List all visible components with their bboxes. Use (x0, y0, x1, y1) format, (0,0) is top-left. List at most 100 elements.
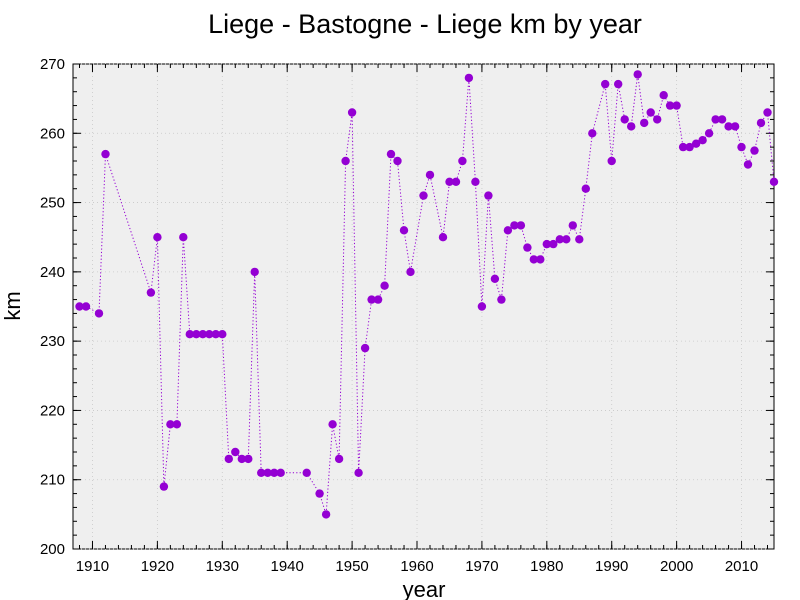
y-tick-label: 200 (40, 541, 65, 558)
y-tick-label: 240 (40, 264, 65, 281)
data-point (614, 79, 623, 89)
data-point (399, 226, 409, 235)
data-point (633, 70, 642, 79)
data-point (341, 156, 350, 166)
data-point (425, 170, 435, 180)
axis-ticks (73, 63, 774, 550)
data-point (257, 468, 266, 477)
data-point (724, 122, 733, 131)
x-tick-label: 1970 (465, 558, 498, 575)
data-point (198, 330, 207, 339)
y-tick-label: 260 (40, 125, 65, 142)
data-point (523, 243, 532, 252)
data-point (101, 149, 110, 159)
data-point (588, 129, 597, 138)
data-point (490, 274, 500, 283)
data-point (386, 149, 396, 159)
data-point (672, 101, 681, 110)
data-point (627, 122, 636, 131)
data-point (244, 454, 253, 464)
grid-lines (73, 63, 774, 550)
data-point (750, 146, 759, 155)
chart-title: Liege - Bastogne - Liege km by year (208, 9, 642, 39)
data-point (218, 330, 227, 339)
data-point (438, 233, 448, 242)
data-point (263, 468, 272, 477)
data-point (510, 221, 519, 230)
data-point (380, 281, 389, 290)
y-tick-label: 220 (40, 402, 65, 419)
data-point (743, 160, 753, 169)
x-tick-label: 1960 (400, 558, 433, 575)
data-point (562, 235, 571, 244)
data-point (471, 177, 480, 186)
data-point (769, 177, 779, 186)
data-point (730, 122, 740, 131)
y-tick-label: 250 (40, 195, 65, 212)
data-point (678, 142, 688, 152)
data-point (542, 239, 551, 249)
data-point (302, 468, 311, 477)
data-point (477, 302, 487, 311)
data-point (659, 91, 668, 100)
data-point (698, 136, 707, 145)
data-point (146, 288, 156, 297)
data-point (224, 454, 233, 464)
data-point (607, 156, 616, 166)
data-point (503, 226, 513, 235)
data-points (75, 70, 779, 519)
data-point (250, 267, 259, 277)
data-point (653, 115, 662, 124)
data-point (704, 129, 714, 138)
data-point (276, 468, 285, 477)
data-point (529, 255, 538, 264)
data-point (445, 177, 454, 186)
data-point (737, 142, 746, 152)
data-point (94, 309, 104, 318)
data-point (393, 156, 402, 166)
data-point (367, 295, 376, 304)
data-point (711, 115, 720, 124)
data-point (620, 115, 629, 124)
x-tick-label: 1990 (595, 558, 628, 575)
y-tick-label: 270 (40, 56, 65, 73)
data-point (516, 221, 526, 230)
data-point (685, 142, 694, 152)
data-point (159, 482, 169, 491)
x-tick-label: 1910 (76, 558, 109, 575)
data-point (691, 139, 701, 148)
x-axis-label: year (403, 577, 446, 600)
data-point (756, 118, 766, 128)
data-point (179, 233, 188, 242)
data-point (315, 489, 324, 498)
data-point (640, 118, 649, 128)
data-point (373, 295, 383, 304)
tick-labels: 1910 1920 1930 1940 1950 1960 1970 1980 1990 2000… (40, 56, 758, 575)
data-point (231, 447, 240, 457)
data-point (763, 108, 772, 117)
y-tick-label: 210 (40, 472, 65, 489)
data-point (549, 239, 558, 249)
data-point (536, 255, 545, 264)
x-tick-label: 1940 (271, 558, 304, 575)
x-tick-label: 1980 (530, 558, 563, 575)
data-point (205, 330, 214, 339)
data-point (360, 343, 370, 353)
data-point (555, 235, 564, 244)
data-point (321, 510, 331, 519)
data-point (237, 454, 246, 464)
data-point (172, 420, 182, 429)
data-point (334, 454, 344, 464)
data-point (419, 191, 428, 200)
plot-area (72, 63, 775, 550)
data-point (601, 79, 610, 89)
data-point (581, 184, 590, 193)
x-tick-label: 1930 (206, 558, 239, 575)
data-point (406, 267, 415, 277)
data-point (270, 468, 279, 477)
data-point (484, 191, 493, 200)
data-point (166, 420, 175, 429)
data-point (81, 302, 91, 311)
data-point (646, 108, 655, 117)
